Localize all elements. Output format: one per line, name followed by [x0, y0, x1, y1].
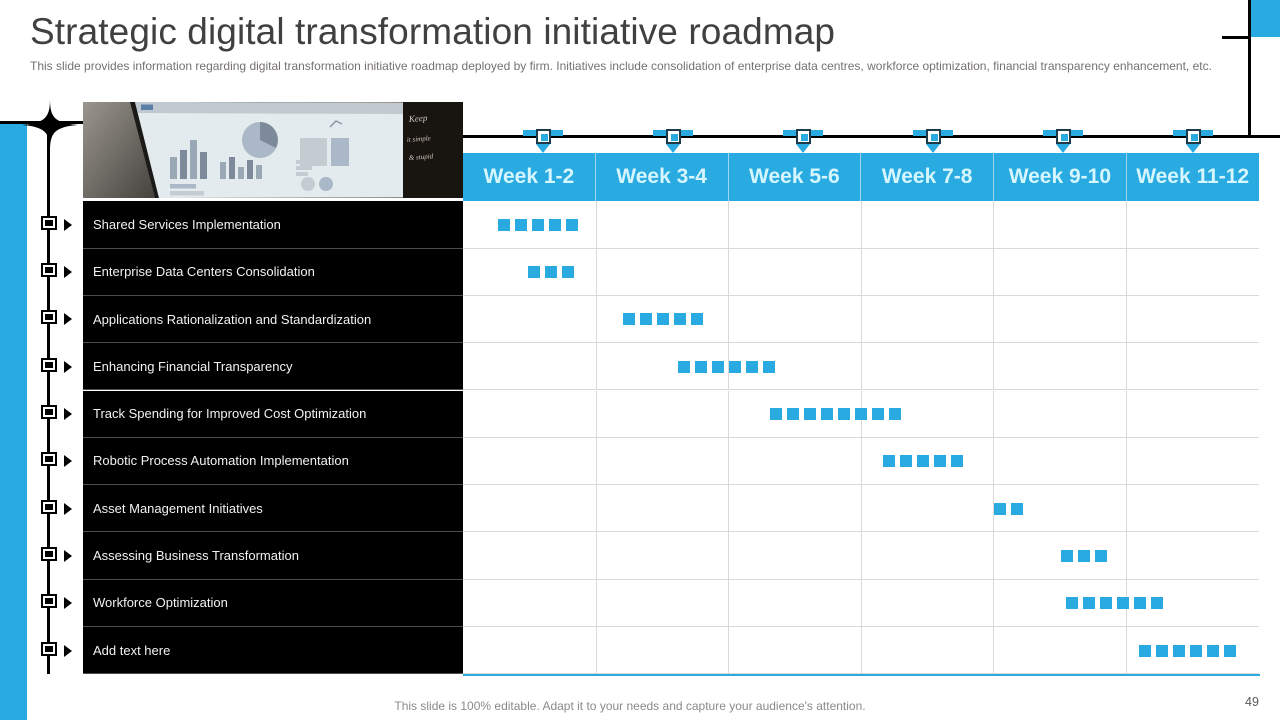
- svg-text:it simple: it simple: [407, 134, 431, 144]
- svg-text:Keep: Keep: [407, 113, 428, 124]
